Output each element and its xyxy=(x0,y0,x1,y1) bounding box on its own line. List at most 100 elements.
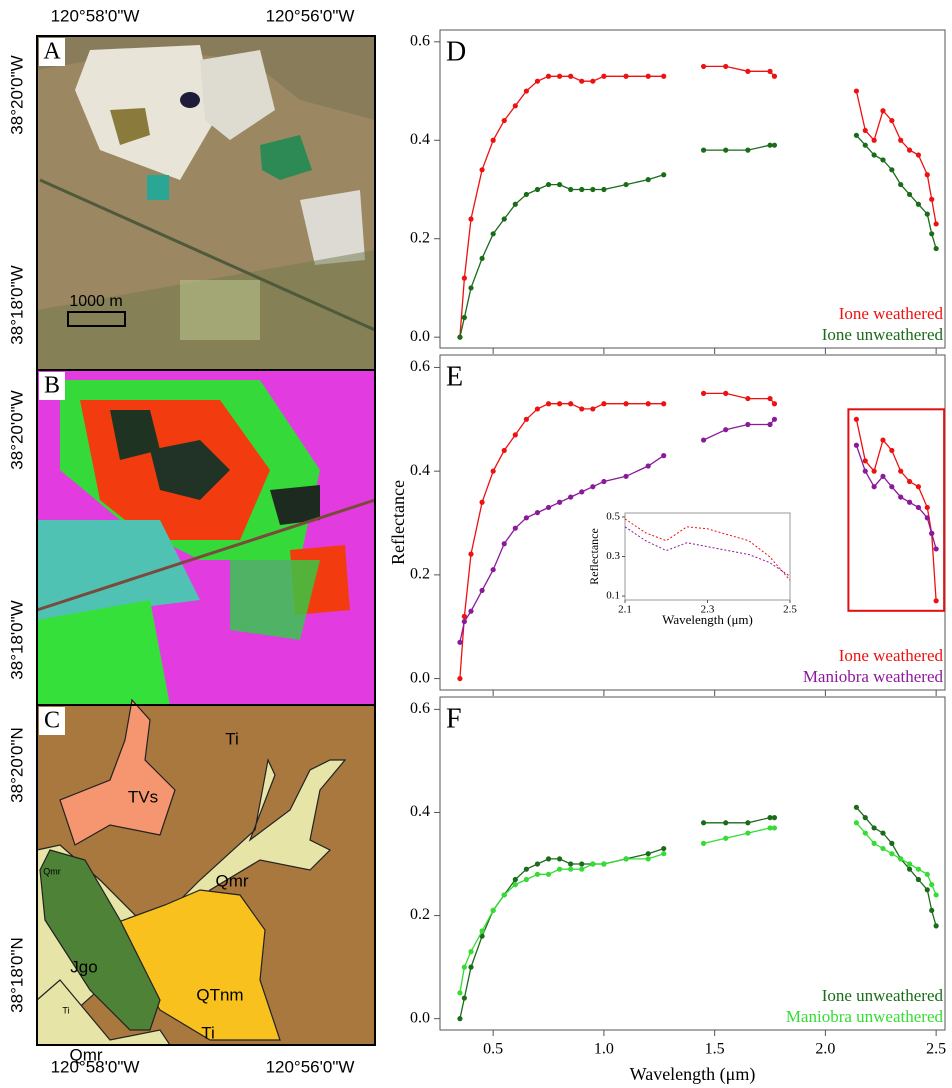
data-point xyxy=(535,861,540,866)
data-point xyxy=(590,187,595,192)
data-point xyxy=(557,74,562,79)
data-point xyxy=(661,74,666,79)
lat-label: 38°20'0"W xyxy=(7,55,26,134)
data-point xyxy=(863,128,868,133)
data-point xyxy=(872,469,877,474)
data-point xyxy=(513,432,518,437)
data-point xyxy=(889,484,894,489)
data-point xyxy=(646,851,651,856)
data-point xyxy=(916,877,921,882)
data-point xyxy=(934,246,939,251)
data-point xyxy=(661,453,666,458)
lat-label: 38°18'0"N xyxy=(7,937,26,1013)
data-point xyxy=(524,192,529,197)
data-point xyxy=(701,64,706,69)
data-point xyxy=(772,74,777,79)
data-point xyxy=(491,231,496,236)
data-point xyxy=(546,505,551,510)
data-point xyxy=(772,143,777,148)
figure: 120°58'0"W120°56'0"W120°58'0"W120°56'0"W… xyxy=(0,0,952,1088)
data-point xyxy=(745,830,750,835)
data-point xyxy=(462,995,467,1000)
data-point xyxy=(880,157,885,162)
data-point xyxy=(934,221,939,226)
plot-frame xyxy=(440,697,945,1030)
data-point xyxy=(646,74,651,79)
data-point xyxy=(457,640,462,645)
data-point xyxy=(723,148,728,153)
geologic-unit-label: QTnm xyxy=(196,985,243,1004)
data-point xyxy=(457,990,462,995)
data-point xyxy=(701,841,706,846)
data-point xyxy=(557,500,562,505)
inset-chart: 0.10.30.52.12.32.5Wavelength (μm)Reflect… xyxy=(575,505,800,632)
data-point xyxy=(898,494,903,499)
y-tick-label: 0.6 xyxy=(410,358,430,375)
data-point xyxy=(907,867,912,872)
data-point xyxy=(646,463,651,468)
data-point xyxy=(929,882,934,887)
data-point xyxy=(872,841,877,846)
plot-frame xyxy=(440,30,945,348)
y-tick-label: 0.4 xyxy=(410,131,430,148)
data-point xyxy=(462,965,467,970)
y-tick-label: 0.0 xyxy=(410,1009,430,1026)
data-point xyxy=(772,401,777,406)
data-point xyxy=(568,861,573,866)
data-point xyxy=(524,877,529,882)
data-point xyxy=(623,856,628,861)
data-point xyxy=(568,187,573,192)
geologic-unit-label: TVs xyxy=(128,787,158,806)
data-point xyxy=(723,836,728,841)
geologic-unit-label: Ti xyxy=(62,1005,69,1015)
data-point xyxy=(513,526,518,531)
series-line xyxy=(460,66,936,337)
chart-panel: 0.00.20.40.6DIone weatheredIone unweathe… xyxy=(410,30,945,354)
data-point xyxy=(916,202,921,207)
data-point xyxy=(889,841,894,846)
x-tick-label: 1.5 xyxy=(705,1041,725,1058)
data-point xyxy=(601,74,606,79)
data-point xyxy=(745,396,750,401)
data-point xyxy=(767,396,772,401)
data-point xyxy=(745,69,750,74)
data-point xyxy=(934,598,939,603)
data-point xyxy=(767,69,772,74)
panel-letter: A xyxy=(43,39,61,65)
legend-entry: Maniobra weathered xyxy=(803,667,944,686)
legend-entry: Ione weathered xyxy=(839,646,944,665)
data-point xyxy=(863,815,868,820)
data-point xyxy=(929,231,934,236)
data-point xyxy=(491,138,496,143)
data-point xyxy=(854,133,859,138)
x-tick-label: 2.0 xyxy=(815,1041,835,1058)
y-tick-label: 0.0 xyxy=(410,669,430,686)
data-point xyxy=(872,484,877,489)
data-point xyxy=(513,877,518,882)
legend-entry: Ione weathered xyxy=(839,304,944,323)
data-point xyxy=(491,908,496,913)
data-point xyxy=(462,315,467,320)
data-point xyxy=(546,401,551,406)
data-point xyxy=(457,335,462,340)
data-point xyxy=(661,846,666,851)
data-point xyxy=(502,216,507,221)
y-tick-label: 0.0 xyxy=(410,328,430,345)
x-axis-label: Wavelength (μm) xyxy=(630,1064,756,1085)
data-point xyxy=(863,458,868,463)
data-point xyxy=(535,79,540,84)
data-point xyxy=(907,479,912,484)
data-point xyxy=(546,74,551,79)
data-point xyxy=(907,192,912,197)
data-point xyxy=(590,79,595,84)
page: 120°58'0"W120°56'0"W120°58'0"W120°56'0"W… xyxy=(0,0,952,1088)
data-point xyxy=(880,474,885,479)
y-tick-label: 0.4 xyxy=(410,803,430,820)
series-line xyxy=(460,823,936,993)
data-point xyxy=(568,867,573,872)
data-point xyxy=(546,182,551,187)
data-point xyxy=(462,619,467,624)
data-point xyxy=(579,187,584,192)
data-point xyxy=(880,437,885,442)
data-point xyxy=(889,118,894,123)
